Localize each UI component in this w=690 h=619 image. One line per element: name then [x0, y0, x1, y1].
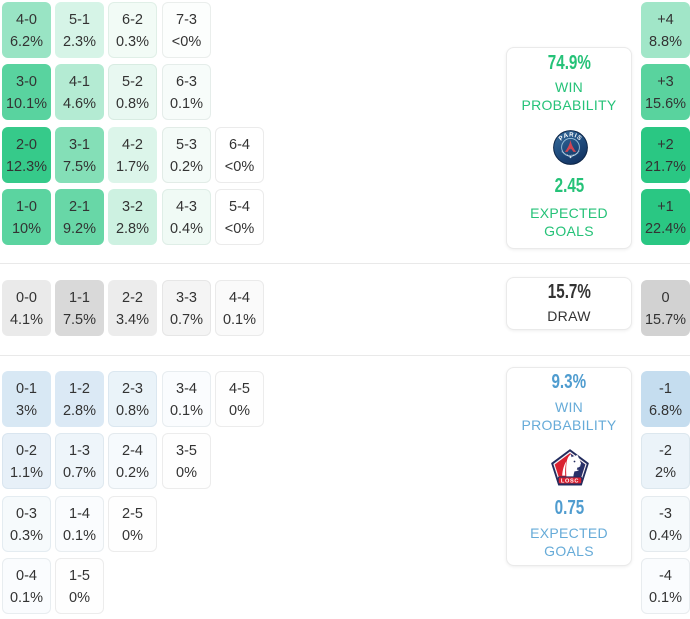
svg-text:LOSC: LOSC — [561, 478, 579, 484]
svg-text:PARIS: PARIS — [558, 131, 584, 142]
